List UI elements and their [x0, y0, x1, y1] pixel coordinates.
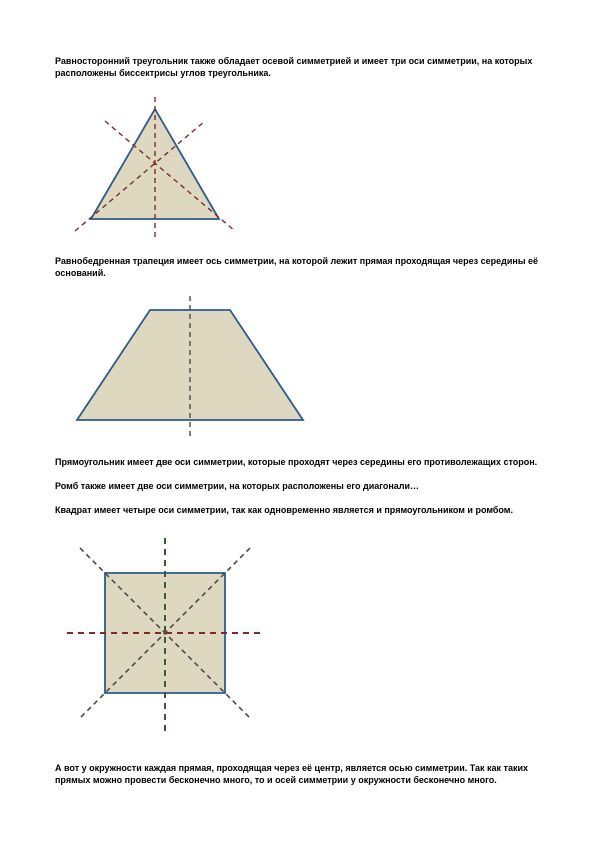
paragraph-rhombus: Ромб также имеет две оси симметрии, на к… [55, 480, 540, 492]
document-page: Равносторонний треугольник также обладае… [0, 0, 595, 838]
figure-square [55, 528, 540, 748]
figure-triangle [55, 91, 540, 241]
paragraph-circle: А вот у окружности каждая прямая, проход… [55, 762, 540, 786]
trapezoid-svg [55, 292, 325, 442]
paragraph-rectangle: Прямоугольник имеет две оси симметрии, к… [55, 456, 540, 468]
triangle-svg [55, 91, 255, 241]
paragraph-triangle: Равносторонний треугольник также обладае… [55, 55, 540, 79]
square-svg [55, 528, 275, 748]
figure-trapezoid [55, 292, 540, 442]
paragraph-trapezoid: Равнобедренная трапеция имеет ось симмет… [55, 255, 540, 279]
paragraph-square: Квадрат имеет четыре оси симметрии, так … [55, 504, 540, 516]
